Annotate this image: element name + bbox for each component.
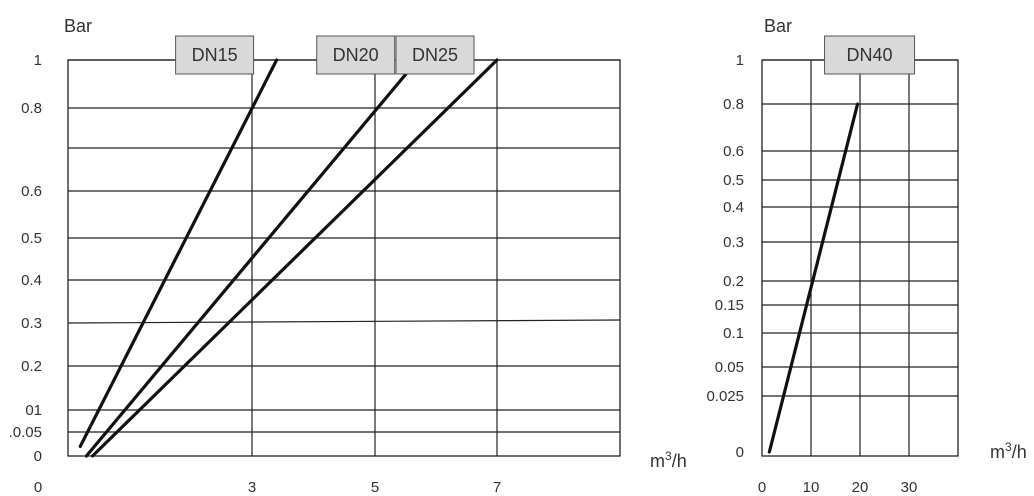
x-tick-label: 5	[371, 479, 379, 496]
ticks-left: 0 .0.05 01 0.2 0.3 0.4 0.5 0.6 0.8 1 0 3 5 7	[9, 52, 502, 496]
plot-frame	[67, 59, 621, 457]
legend-tag-box	[824, 35, 916, 75]
x-tick-label: 3	[248, 479, 256, 496]
x-axis-label-left: m3/h	[650, 449, 687, 471]
y-tick-label: 0.6	[723, 143, 744, 160]
y-tick-label: 0.8	[723, 96, 744, 113]
legend-tag-box	[316, 35, 396, 75]
y-tick-label: 0.15	[715, 297, 744, 314]
y-tick-label: 0.025	[706, 388, 744, 405]
y-tick-label: 0.2	[21, 358, 42, 375]
y-tick-label: 1	[736, 52, 744, 69]
grid-left	[67, 59, 621, 457]
y-axis-label-left: Bar	[64, 16, 92, 36]
y-axis-label-right: Bar	[764, 16, 792, 36]
x-tick-label: 7	[493, 479, 501, 496]
series-line-dn15	[78, 58, 279, 448]
y-tick-label: 0	[736, 444, 744, 461]
y-tick-label: 0.5	[723, 172, 744, 189]
legend-tags-right: DN40	[824, 35, 916, 75]
y-tick-label: 0.5	[21, 230, 42, 247]
x-tick-label: 10	[803, 479, 820, 496]
series-line-dn25	[90, 58, 499, 458]
y-tick-label: 0.4	[723, 199, 744, 216]
legend-tag-dn25: DN25	[395, 35, 475, 75]
y-tick-label: 0.1	[723, 325, 744, 342]
series-right	[767, 102, 860, 454]
legend-tag-box	[175, 35, 255, 75]
y-tick-label: .0.05	[9, 424, 42, 441]
y-tick-label: 0.6	[21, 183, 42, 200]
h-gridline	[67, 319, 621, 324]
legend-tag-dn15: DN15	[175, 35, 255, 75]
series-left	[78, 58, 499, 458]
chart-left: 0 .0.05 01 0.2 0.3 0.4 0.5 0.6 0.8 1 0 3 5 7 DN15 DN20…	[9, 16, 687, 496]
series-line-dn40	[767, 102, 860, 454]
y-tick-label: 1	[34, 52, 42, 69]
legend-tag-dn40: DN40	[824, 35, 916, 75]
legend-tag-label: DN25	[412, 45, 458, 65]
legend-tags-left: DN15 DN20 DN25	[175, 35, 475, 75]
legend-tag-label: DN20	[333, 45, 379, 65]
y-tick-label: 0.4	[21, 272, 42, 289]
x-axis-label-right: m3/h	[990, 440, 1027, 462]
x-tick-label: 20	[852, 479, 869, 496]
legend-tag-dn20: DN20	[316, 35, 396, 75]
y-tick-label: 0.3	[723, 234, 744, 251]
y-tick-label: 0.2	[723, 273, 744, 290]
y-tick-label: 01	[25, 402, 42, 419]
x-tick-label: 0	[34, 479, 42, 496]
legend-tag-label: DN40	[847, 45, 893, 65]
series-line-dn20	[84, 58, 420, 458]
x-tick-label: 30	[901, 479, 918, 496]
legend-tag-box	[395, 35, 475, 75]
legend-tag-label: DN15	[192, 45, 238, 65]
grid-right	[761, 59, 959, 457]
y-tick-label: 0	[34, 448, 42, 465]
y-tick-label: 0.8	[21, 100, 42, 117]
y-tick-label: 0.3	[21, 315, 42, 332]
y-tick-label: 0.05	[715, 359, 744, 376]
x-tick-label: 0	[758, 479, 766, 496]
